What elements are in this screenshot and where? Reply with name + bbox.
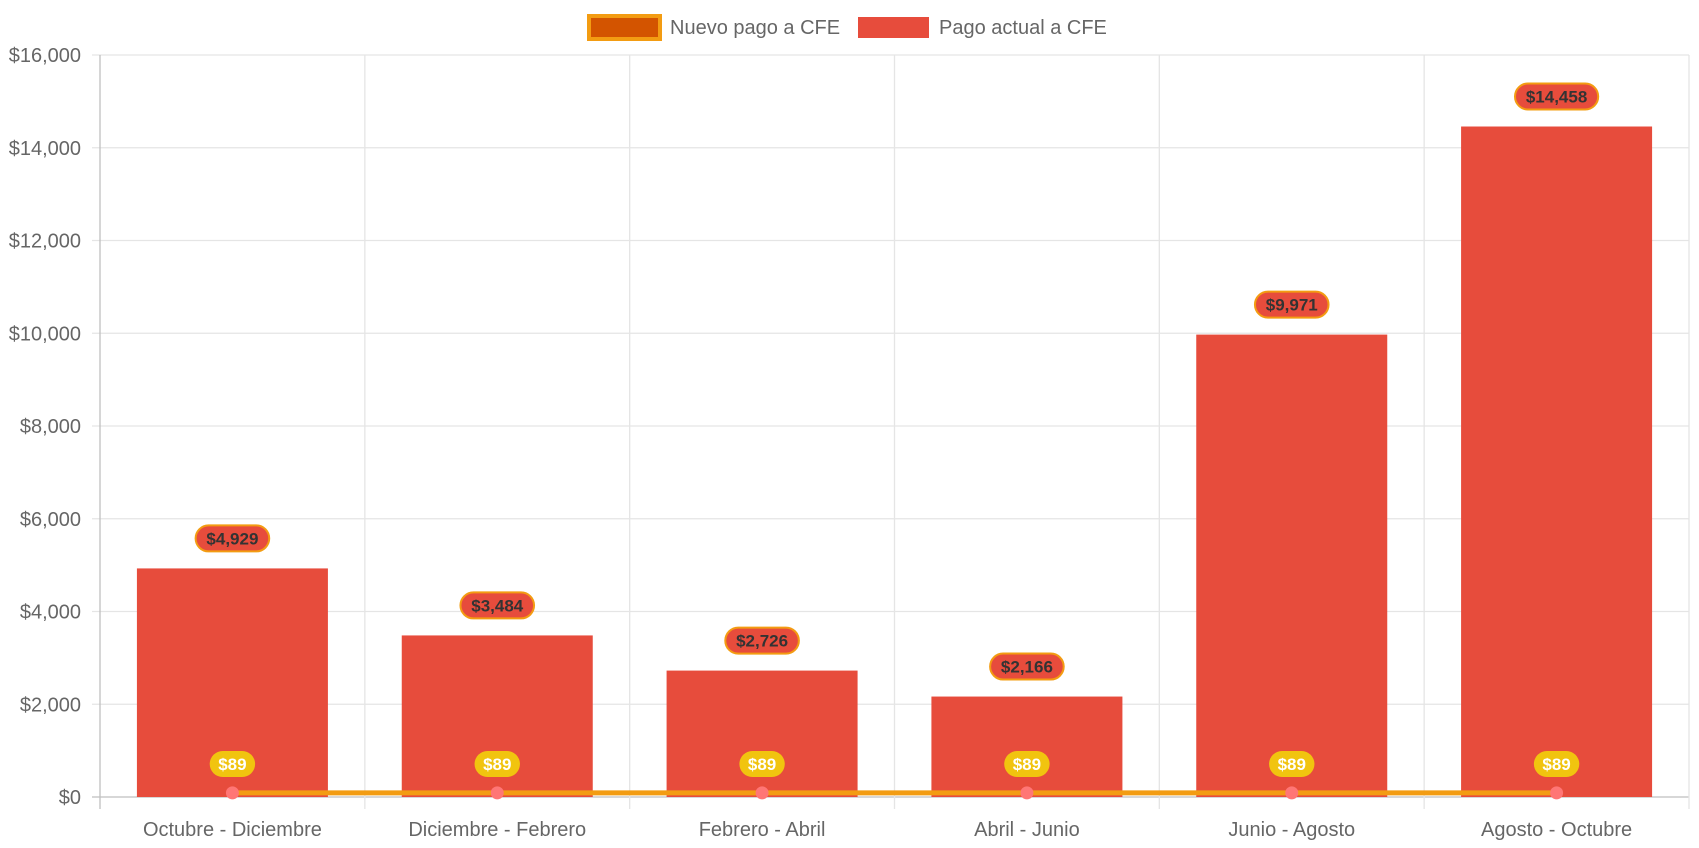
- line-label-bg: [1004, 751, 1050, 777]
- bar-data-label: $2,726: [736, 632, 788, 651]
- line-label-bg: [1533, 751, 1580, 777]
- line-data-label: $89: [748, 755, 776, 774]
- bar: [1196, 334, 1388, 797]
- y-tick-label: $0: [59, 787, 81, 809]
- y-axis: $0 $2,000 $4,000 $6,000 $8,000 $10,000 $12,000…: [9, 45, 81, 809]
- bar-data-label: $2,166: [1001, 658, 1053, 677]
- x-category-label: Abril - Junio: [974, 819, 1080, 841]
- bar-label-bg: [1253, 290, 1330, 319]
- line-point: [1285, 786, 1299, 800]
- line-label-bg: [1269, 751, 1315, 777]
- grid-lines: [92, 54, 1690, 809]
- line-data-label: $89: [218, 755, 246, 774]
- bar-label-bg: [194, 524, 271, 553]
- bar-data-labels: $4,929 $3,484 $2,726 $2,166 $9,971 $14,458: [194, 82, 1600, 681]
- legend: Nuevo pago a CFE Pago actual a CFE: [587, 14, 1107, 41]
- legend-swatch-nuevo-pago[interactable]: [587, 14, 662, 41]
- x-axis: Octubre - Diciembre Diciembre - Febrero Fe…: [143, 819, 1632, 841]
- bar-label-bg: [1513, 82, 1600, 111]
- y-tick-label: $4,000: [20, 602, 81, 624]
- bar: [1461, 126, 1653, 797]
- line-data-labels: $89 $89 $89 $89 $89 $89: [209, 751, 1580, 777]
- x-category-label: Diciembre - Febrero: [408, 819, 586, 841]
- bar-label-bg: [989, 652, 1065, 681]
- bar: [666, 670, 858, 797]
- line-point: [1550, 786, 1564, 800]
- y-tick-label: $14,000: [9, 138, 81, 160]
- bar-data-label: $14,458: [1526, 88, 1587, 107]
- bar-label-bg: [724, 626, 800, 655]
- legend-label-nuevo-pago[interactable]: Nuevo pago a CFE: [670, 17, 840, 39]
- x-category-label: Octubre - Diciembre: [143, 819, 322, 841]
- line-point: [755, 786, 769, 800]
- y-tick-label: $6,000: [20, 509, 81, 531]
- x-category-label: Junio - Agosto: [1228, 819, 1355, 841]
- bar-data-label: $9,971: [1266, 296, 1318, 315]
- bar-series-pago-actual: [136, 126, 1653, 797]
- line-point: [490, 786, 504, 800]
- legend-label-pago-actual[interactable]: Pago actual a CFE: [939, 17, 1107, 39]
- y-tick-label: $12,000: [9, 231, 81, 253]
- y-tick-label: $2,000: [20, 694, 81, 716]
- line-data-label: $89: [483, 755, 511, 774]
- bar: [931, 696, 1123, 797]
- bar-data-label: $3,484: [471, 596, 524, 615]
- y-tick-label: $8,000: [20, 416, 81, 438]
- line-data-label: $89: [1542, 755, 1570, 774]
- legend-swatch-pago-actual[interactable]: [858, 17, 929, 38]
- line-label-bg: [474, 751, 520, 777]
- line-data-label: $89: [1278, 755, 1306, 774]
- line-label-bg: [739, 751, 785, 777]
- line-label-bg: [209, 751, 256, 777]
- line-series-nuevo-pago: [225, 786, 1564, 800]
- y-tick-label: $10,000: [9, 323, 81, 345]
- line-point: [1020, 786, 1034, 800]
- y-tick-label: $16,000: [9, 45, 81, 67]
- x-category-label: Febrero - Abril: [699, 819, 826, 841]
- bar-data-label: $4,929: [206, 529, 258, 548]
- x-category-label: Agosto - Octubre: [1481, 819, 1632, 841]
- line-point: [225, 786, 239, 800]
- line-data-label: $89: [1013, 755, 1041, 774]
- bar-label-bg: [459, 591, 536, 620]
